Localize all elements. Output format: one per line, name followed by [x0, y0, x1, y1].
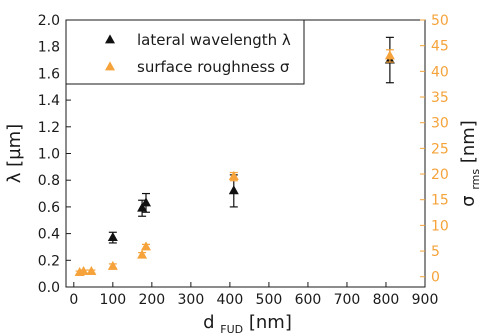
bottom-tick-label: 500 — [256, 292, 283, 308]
legend-label-surface-roughness: surface roughness σ — [137, 58, 290, 76]
bottom-tick-label: 600 — [295, 292, 322, 308]
data-point-triangle — [384, 50, 395, 60]
data-point-triangle — [86, 266, 97, 276]
left-tick-label: 1.6 — [38, 66, 60, 82]
data-point-triangle — [137, 202, 148, 212]
left-tick-label: 1.8 — [38, 40, 60, 56]
right-tick-label: 15 — [431, 193, 449, 209]
bottom-tick-label: 200 — [138, 292, 165, 308]
bottom-tick-label: 300 — [178, 292, 205, 308]
data-point-triangle — [107, 232, 118, 242]
data-series — [74, 36, 395, 277]
x-axis-title-sub: FUD — [220, 323, 243, 333]
legend-label-lateral-wavelength: lateral wavelength λ — [137, 31, 291, 49]
right-tick-label: 5 — [431, 244, 440, 260]
y-axis-title-right-main: σ — [458, 195, 479, 206]
right-tick-label: 0 — [431, 270, 440, 286]
data-point-triangle — [140, 241, 151, 251]
bottom-tick-label: 900 — [412, 292, 439, 308]
legend-marker-surface-roughness — [105, 61, 115, 71]
data-point-triangle — [228, 185, 239, 195]
y-axis-title-right: σ rms [nm] — [458, 120, 484, 207]
right-tick-label: 20 — [431, 167, 449, 183]
bottom-tick-label: 700 — [334, 292, 361, 308]
bottom-tick-label: 800 — [373, 292, 400, 308]
right-tick-label: 40 — [431, 64, 449, 80]
data-point-triangle — [140, 197, 151, 207]
data-point-triangle — [78, 266, 89, 276]
x-axis-title-main: d — [203, 312, 214, 333]
legend-marker-lateral-wavelength — [105, 34, 115, 44]
left-tick-label: 0.6 — [38, 200, 60, 216]
right-tick-label: 25 — [431, 141, 449, 157]
left-tick-label: 1.2 — [38, 120, 60, 136]
y-axis-title-left: λ [µm] — [4, 124, 25, 183]
bottom-axis-ticks: 0 100 200 300 400 500 600 700 800 900 — [69, 282, 438, 308]
x-axis-title-unit: [nm] — [249, 312, 292, 333]
legend-box — [65, 19, 305, 85]
left-tick-label: 1.0 — [38, 147, 60, 163]
data-point-triangle — [228, 171, 239, 181]
right-axis-ticks: 0 5 10 15 20 25 30 35 40 45 50 — [420, 13, 449, 286]
right-tick-label: 50 — [431, 13, 449, 29]
legend: lateral wavelength λ surface roughness σ — [65, 19, 305, 85]
left-axis-ticks: 0.0 0.2 0.4 0.6 0.8 1.0 1.2 1.4 1.6 1.8 2.0 — [38, 13, 71, 296]
bottom-tick-label: 0 — [69, 292, 78, 308]
right-tick-label: 30 — [431, 116, 449, 132]
data-point-triangle — [137, 249, 148, 259]
y-axis-title-right-sub: rms — [469, 169, 482, 190]
series-surface-roughness — [74, 49, 395, 277]
left-tick-label: 0.8 — [38, 173, 60, 189]
left-tick-label: 0.4 — [38, 227, 60, 243]
left-tick-label: 2.0 — [38, 13, 60, 29]
right-tick-label: 10 — [431, 218, 449, 234]
bottom-tick-label: 400 — [217, 292, 244, 308]
left-tick-label: 0.0 — [38, 280, 60, 296]
left-tick-label: 0.2 — [38, 253, 60, 269]
data-point-triangle — [107, 260, 118, 270]
x-axis-title: d FUD [nm] — [203, 312, 292, 333]
left-tick-label: 1.4 — [38, 93, 60, 109]
right-tick-label: 45 — [431, 39, 449, 55]
y-axis-title-right-unit: [nm] — [458, 120, 479, 163]
right-tick-label: 35 — [431, 90, 449, 106]
bottom-tick-label: 100 — [99, 292, 126, 308]
